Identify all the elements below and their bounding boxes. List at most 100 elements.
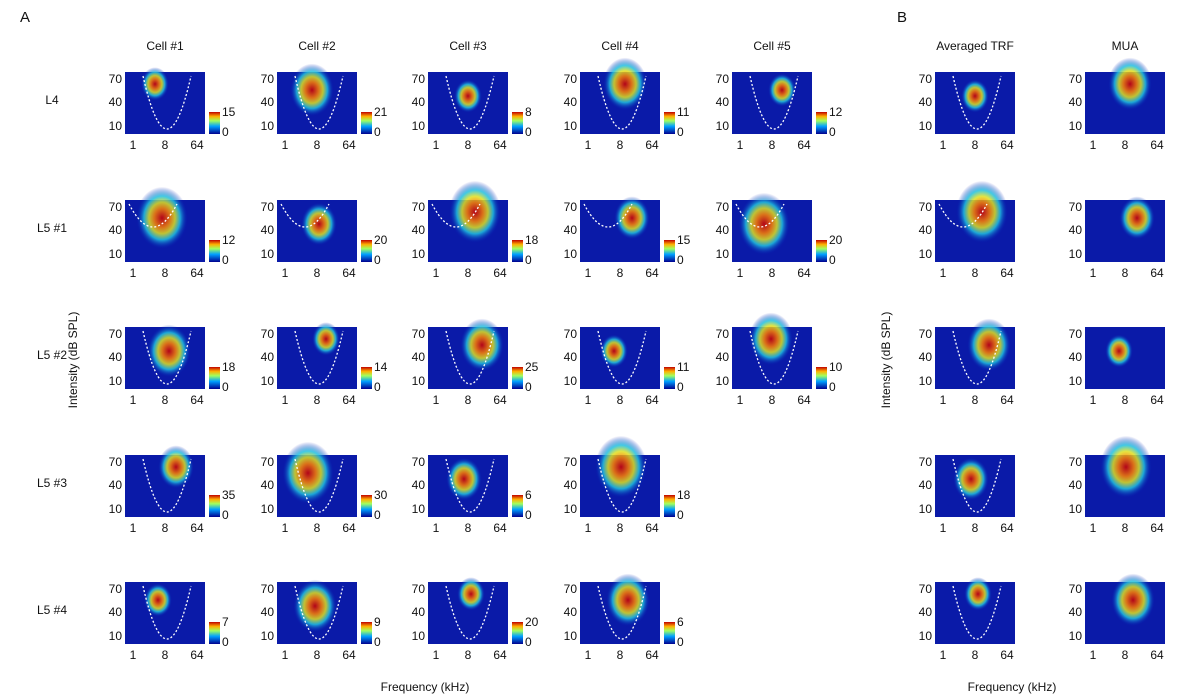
colorbar-min-label: 0 — [677, 380, 684, 394]
y-tick-label: 40 — [261, 223, 275, 237]
colorbar-min-label: 0 — [829, 380, 836, 394]
x-tick-label: 8 — [314, 393, 321, 407]
colorbar-min-label: 0 — [677, 125, 684, 139]
x-tick-label: 8 — [314, 266, 321, 280]
x-tick-label: 1 — [585, 266, 592, 280]
colorbar — [361, 240, 372, 262]
x-tick-label: 1 — [1090, 521, 1097, 535]
heatmap-activity — [964, 577, 992, 611]
y-tick-label: 70 — [109, 582, 123, 596]
y-tick-label: 70 — [716, 72, 730, 86]
colorbar-min-label: 0 — [222, 125, 229, 139]
colorbar — [361, 112, 372, 134]
y-tick-label: 10 — [261, 119, 275, 133]
y-tick-label: 40 — [919, 350, 933, 364]
y-tick-label: 70 — [919, 200, 933, 214]
colorbar-min-label: 0 — [829, 125, 836, 139]
heatmap-activity — [768, 73, 796, 107]
colorbar-max-label: 20 — [374, 233, 388, 247]
x-tick-label: 64 — [645, 138, 659, 152]
y-tick-label: 10 — [412, 629, 426, 643]
y-tick-label: 70 — [109, 455, 123, 469]
x-tick-label: 1 — [940, 393, 947, 407]
x-tick-label: 8 — [617, 521, 624, 535]
y-tick-label: 70 — [261, 582, 275, 596]
x-tick-label: 8 — [972, 648, 979, 662]
y-tick-label: 40 — [109, 95, 123, 109]
y-tick-label: 70 — [564, 72, 578, 86]
y-tick-label: 10 — [919, 247, 933, 261]
x-tick-label: 8 — [1122, 138, 1129, 152]
heatmap-activity — [460, 319, 504, 372]
y-tick-label: 70 — [412, 327, 426, 341]
x-tick-label: 8 — [1122, 266, 1129, 280]
y-tick-label: 10 — [564, 247, 578, 261]
row-label: L5 #2 — [37, 348, 67, 362]
y-tick-label: 40 — [564, 478, 578, 492]
x-tick-label: 1 — [433, 266, 440, 280]
colorbar — [512, 495, 523, 517]
x-tick-label: 8 — [972, 393, 979, 407]
colorbar — [664, 112, 675, 134]
y-tick-label: 10 — [1069, 119, 1083, 133]
x-tick-label: 1 — [282, 393, 289, 407]
x-tick-label: 64 — [797, 266, 811, 280]
colorbar-max-label: 14 — [374, 360, 388, 374]
x-tick-label: 64 — [493, 393, 507, 407]
x-tick-label: 8 — [1122, 521, 1129, 535]
y-tick-label: 40 — [109, 350, 123, 364]
column-title: Cell #4 — [601, 39, 639, 53]
colorbar — [664, 622, 675, 644]
x-tick-label: 64 — [645, 648, 659, 662]
y-tick-label: 70 — [1069, 327, 1083, 341]
x-tick-label: 64 — [1150, 138, 1164, 152]
y-axis-label: Intensity (dB SPL) — [879, 312, 893, 409]
colorbar-min-label: 0 — [374, 380, 381, 394]
y-tick-label: 40 — [109, 478, 123, 492]
y-tick-label: 10 — [564, 119, 578, 133]
x-tick-label: 8 — [162, 393, 169, 407]
x-tick-label: 8 — [314, 138, 321, 152]
row-label: L5 #3 — [37, 476, 67, 490]
x-tick-label: 8 — [1122, 393, 1129, 407]
y-tick-label: 70 — [716, 327, 730, 341]
colorbar — [361, 367, 372, 389]
y-tick-label: 10 — [261, 629, 275, 643]
colorbar-max-label: 10 — [829, 360, 843, 374]
colorbar-min-label: 0 — [525, 380, 532, 394]
y-tick-label: 40 — [261, 605, 275, 619]
y-tick-label: 70 — [261, 327, 275, 341]
x-tick-label: 1 — [940, 648, 947, 662]
column-title: Averaged TRF — [936, 39, 1014, 53]
x-tick-label: 8 — [465, 138, 472, 152]
x-tick-label: 64 — [190, 648, 204, 662]
x-tick-label: 64 — [645, 521, 659, 535]
colorbar-max-label: 18 — [525, 233, 539, 247]
heatmap-activity — [301, 202, 337, 245]
x-tick-label: 1 — [1090, 393, 1097, 407]
colorbar-min-label: 0 — [374, 635, 381, 649]
colorbar-max-label: 6 — [525, 488, 532, 502]
y-tick-label: 70 — [412, 200, 426, 214]
y-tick-label: 70 — [412, 582, 426, 596]
x-tick-label: 64 — [1000, 138, 1014, 152]
panel-label: B — [897, 9, 907, 26]
heatmap-activity — [738, 193, 790, 255]
figure: A B Intensity (dB SPL) Intensity (dB SPL… — [0, 0, 1178, 699]
colorbar — [361, 495, 372, 517]
colorbar-max-label: 15 — [222, 105, 236, 119]
x-tick-label: 64 — [645, 393, 659, 407]
y-tick-label: 70 — [261, 455, 275, 469]
x-tick-label: 64 — [797, 138, 811, 152]
x-tick-label: 8 — [162, 648, 169, 662]
colorbar-min-label: 0 — [525, 635, 532, 649]
colorbar-min-label: 0 — [222, 508, 229, 522]
y-tick-label: 70 — [412, 72, 426, 86]
x-tick-label: 64 — [493, 521, 507, 535]
y-tick-label: 10 — [261, 374, 275, 388]
heatmap-activity — [454, 79, 482, 113]
x-tick-label: 1 — [130, 393, 137, 407]
y-tick-label: 10 — [716, 247, 730, 261]
panel-label: A — [20, 9, 30, 26]
colorbar-min-label: 0 — [525, 125, 532, 139]
